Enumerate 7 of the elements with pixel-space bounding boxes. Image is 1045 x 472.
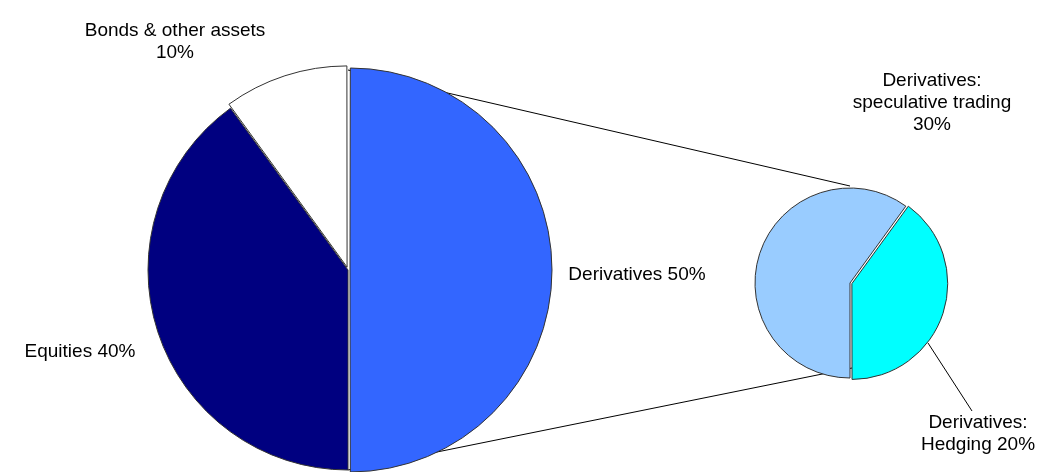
data-label: 30% — [912, 113, 952, 135]
data-label: 10% — [155, 41, 195, 63]
slice-label: Derivatives: speculative trading — [852, 69, 1012, 113]
slice-label: Bonds & other assets — [84, 19, 266, 41]
slice-label: Derivatives: Hedging 20% — [920, 411, 1036, 455]
slice-label: Equities 40% — [24, 340, 136, 362]
slice-label: Derivatives 50% — [568, 263, 706, 285]
